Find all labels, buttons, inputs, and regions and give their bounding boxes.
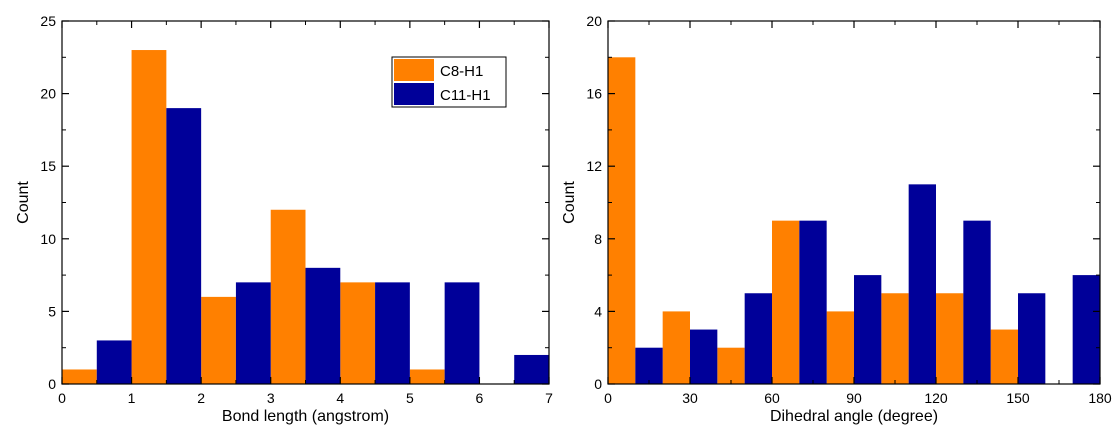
- bar-c8-h1-bin-0: [62, 369, 97, 384]
- bar-c8-h1-bin-1: [131, 50, 167, 384]
- x-tick-label: 0: [58, 390, 66, 406]
- bar-c11-h1-bin-4: [854, 275, 882, 384]
- x-tick-label: 4: [336, 390, 344, 406]
- y-axis-title: Count: [561, 181, 578, 224]
- x-tick-label: 1: [128, 390, 136, 406]
- y-tick-label: 0: [594, 376, 602, 392]
- x-axis-title: Bond length (angstrom): [222, 408, 389, 425]
- bar-c11-h1-bin-1: [690, 329, 718, 384]
- y-tick-label: 25: [40, 13, 56, 29]
- x-axis-title: Dihedral angle (degree): [770, 408, 938, 425]
- legend-label-c11-h1: C11-H1: [440, 87, 491, 104]
- bar-c11-h1-bin-6: [963, 220, 991, 384]
- bar-c8-h1-bin-6: [936, 293, 964, 384]
- legend-swatch-c11-h1: [394, 83, 434, 105]
- bar-c8-h1-bin-7: [990, 329, 1018, 384]
- x-tick-label: 3: [267, 390, 275, 406]
- bar-c8-h1-bin-2: [717, 347, 745, 384]
- bar-c8-h1-bin-5: [881, 293, 909, 384]
- x-tick-label: 6: [476, 390, 484, 406]
- bar-c11-h1-bin-8: [1072, 275, 1100, 384]
- x-tick-label: 120: [924, 390, 948, 406]
- bar-c11-h1-bin-4: [375, 282, 410, 384]
- bar-c11-h1-bin-0: [635, 347, 663, 384]
- bar-c11-h1-bin-2: [235, 282, 271, 384]
- bar-c8-h1-bin-4: [340, 282, 376, 384]
- x-tick-label: 7: [545, 390, 553, 406]
- y-tick-label: 15: [40, 158, 56, 174]
- bar-c11-h1-bin-3: [305, 267, 341, 384]
- bar-c11-h1-bin-7: [1018, 293, 1046, 384]
- y-axis-title: Count: [15, 181, 32, 224]
- y-tick-label: 12: [586, 158, 602, 174]
- x-tick-label: 90: [846, 390, 862, 406]
- y-tick-label: 10: [40, 231, 56, 247]
- bar-c11-h1-bin-3: [799, 220, 827, 384]
- bar-c8-h1-bin-5: [409, 369, 445, 384]
- bar-c8-h1-bin-2: [201, 296, 236, 384]
- x-tick-label: 180: [1088, 390, 1112, 406]
- legend-swatch-c8-h1: [394, 59, 434, 81]
- bar-c11-h1-bin-0: [96, 340, 132, 384]
- bar-c8-h1-bin-4: [826, 311, 854, 384]
- bar-c11-h1-bin-5: [908, 184, 936, 384]
- bar-c11-h1-bin-2: [744, 293, 772, 384]
- x-tick-label: 60: [764, 390, 780, 406]
- bond-length-histogram-panel: 0 1 2 3 4 5 6 7 0 5 10 15 20 25 Bond length (angstrom)…: [15, 13, 553, 425]
- bar-c8-h1-bin-3: [270, 209, 306, 384]
- bar-c8-h1-bin-3: [772, 220, 800, 384]
- bar-c11-h1-bin-6: [514, 354, 549, 384]
- x-tick-label: 30: [682, 390, 698, 406]
- bar-c11-h1-bin-1: [166, 108, 202, 385]
- y-tick-label: 0: [48, 376, 56, 392]
- y-tick-label: 20: [40, 86, 56, 102]
- bar-c8-h1-bin-1: [662, 311, 690, 384]
- y-tick-label: 16: [586, 86, 602, 102]
- bar-c11-h1-bin-5: [444, 282, 480, 384]
- x-tick-label: 150: [1006, 390, 1030, 406]
- x-tick-label: 0: [604, 390, 612, 406]
- y-tick-label: 8: [594, 231, 602, 247]
- legend: C8-H1 C11-H1: [391, 56, 507, 108]
- legend-label-c8-h1: C8-H1: [440, 63, 483, 80]
- dihedral-angle-histogram-panel: 0 30 60 90 120 150 180 0 4 8 12 16 20 Dihedral angle …: [561, 13, 1112, 425]
- x-tick-label: 2: [197, 390, 205, 406]
- x-tick-label: 5: [406, 390, 414, 406]
- bar-c8-h1-bin-0: [608, 57, 636, 385]
- y-tick-label: 4: [594, 303, 602, 319]
- y-tick-label: 5: [48, 303, 56, 319]
- y-tick-label: 20: [586, 13, 602, 29]
